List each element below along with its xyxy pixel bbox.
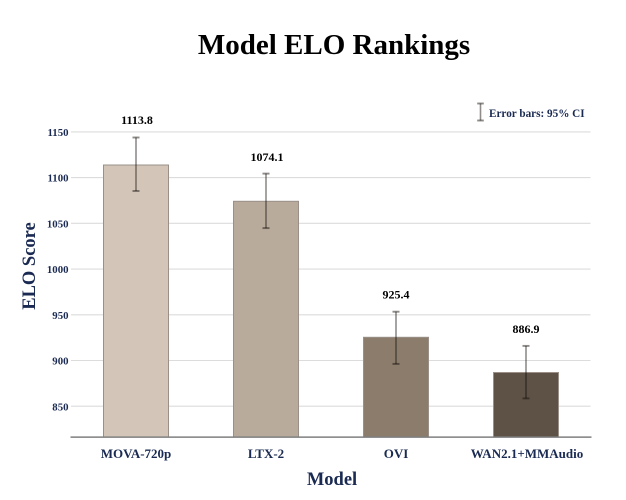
svg-text:1150: 1150: [48, 127, 69, 139]
svg-text:1113.8: 1113.8: [121, 113, 153, 127]
svg-text:850: 850: [52, 401, 68, 413]
svg-text:1050: 1050: [47, 218, 69, 230]
svg-text:LTX-2: LTX-2: [248, 446, 284, 461]
svg-text:OVI: OVI: [384, 446, 409, 461]
svg-text:1074.1: 1074.1: [251, 150, 284, 164]
svg-text:MOVA-720p: MOVA-720p: [101, 446, 172, 461]
svg-text:950: 950: [52, 310, 68, 322]
svg-text:ELO Score: ELO Score: [20, 222, 40, 310]
svg-text:900: 900: [52, 356, 68, 368]
svg-text:Error bars: 95% CI: Error bars: 95% CI: [489, 108, 585, 120]
svg-text:1000: 1000: [47, 264, 69, 276]
svg-text:Model: Model: [307, 470, 357, 490]
svg-text:WAN2.1+MMAudio: WAN2.1+MMAudio: [471, 446, 584, 461]
svg-text:1100: 1100: [48, 173, 69, 185]
svg-text:Model ELO Rankings: Model ELO Rankings: [198, 29, 470, 61]
svg-text:925.4: 925.4: [383, 287, 410, 301]
svg-text:886.9: 886.9: [513, 322, 540, 336]
